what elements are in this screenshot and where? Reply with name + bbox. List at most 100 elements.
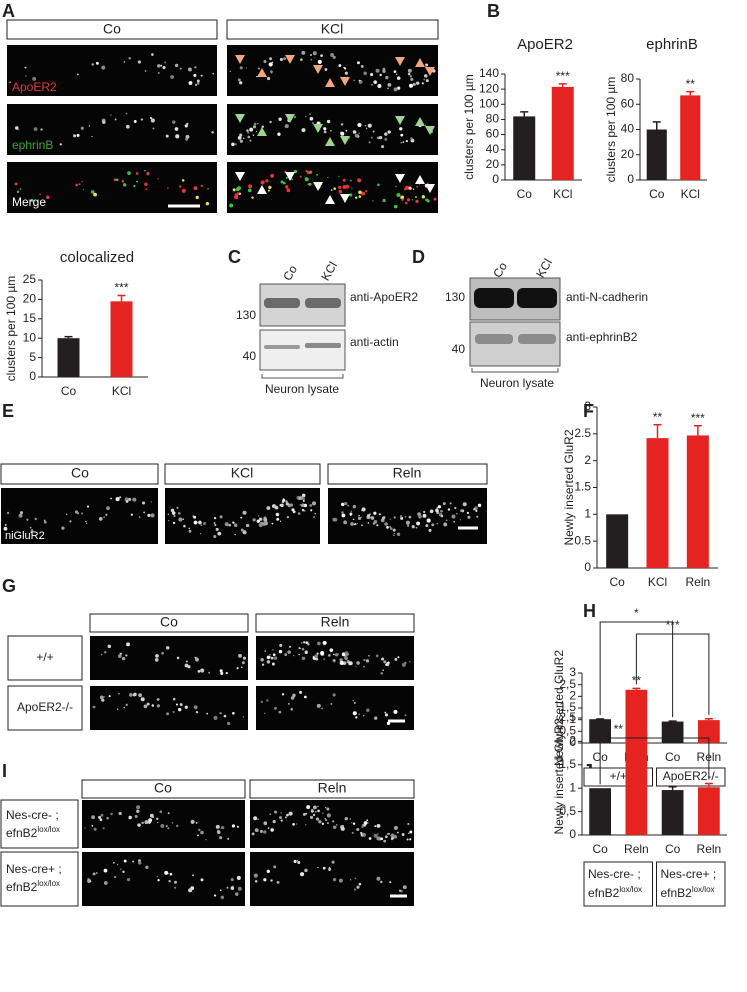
speckle xyxy=(247,188,252,193)
speckle xyxy=(166,646,170,650)
speckle xyxy=(382,198,386,203)
speckle xyxy=(320,651,325,656)
speckle xyxy=(33,127,38,131)
speckle xyxy=(146,172,150,176)
speckle xyxy=(363,71,367,76)
speckle xyxy=(305,824,307,826)
speckle xyxy=(172,120,176,124)
speckle xyxy=(356,61,360,65)
group-box xyxy=(583,861,653,907)
y-tick-label: 60 xyxy=(621,96,635,110)
bar xyxy=(661,790,684,835)
speckle xyxy=(249,127,254,132)
y-axis-label: clusters per 100 µm xyxy=(4,276,18,382)
bar xyxy=(57,338,80,377)
speckle xyxy=(192,515,195,518)
speckle xyxy=(132,693,136,697)
speckle xyxy=(72,134,77,138)
speckle xyxy=(354,523,357,526)
speckle xyxy=(263,821,268,826)
speckle xyxy=(258,517,263,521)
speckle xyxy=(147,513,151,517)
header-box xyxy=(255,613,415,633)
speckle xyxy=(100,813,104,817)
speckle xyxy=(232,188,236,192)
speckle xyxy=(299,647,301,650)
speckle xyxy=(117,654,122,659)
y-tick-label: 0 xyxy=(569,735,576,749)
speckle xyxy=(356,661,360,665)
speckle xyxy=(297,860,301,865)
speckle xyxy=(271,662,275,666)
speckle xyxy=(266,699,269,702)
speckle xyxy=(406,198,411,202)
y-tick-label: 0 xyxy=(569,827,576,841)
speckle xyxy=(137,60,142,64)
speckle xyxy=(338,185,342,190)
speckle xyxy=(442,502,446,506)
speckle xyxy=(416,81,420,85)
speckle xyxy=(257,818,259,820)
speckle xyxy=(306,805,311,810)
speckle xyxy=(241,661,245,665)
speckle xyxy=(409,661,411,663)
speckle xyxy=(18,129,20,131)
speckle xyxy=(400,142,402,144)
speckle xyxy=(273,656,278,660)
speckle xyxy=(290,708,294,711)
speckle xyxy=(119,496,122,499)
speckle xyxy=(357,516,362,520)
speckle xyxy=(215,824,220,829)
arrowhead xyxy=(340,136,350,145)
speckle xyxy=(236,667,239,670)
speckle xyxy=(365,190,368,193)
speckle xyxy=(6,511,10,515)
lane-label: Co xyxy=(490,260,510,281)
significance: *** xyxy=(556,69,570,83)
speckle xyxy=(396,532,401,536)
speckle xyxy=(130,513,133,516)
speckle xyxy=(326,119,331,124)
arrowhead xyxy=(257,127,267,136)
speckle xyxy=(132,860,135,863)
speckle xyxy=(15,126,19,130)
speckle xyxy=(167,812,170,815)
y-tick-label: 140 xyxy=(479,66,499,80)
speckle xyxy=(168,879,171,883)
speckle xyxy=(239,66,243,70)
speckle xyxy=(299,504,301,506)
speckle xyxy=(302,499,305,502)
micrograph xyxy=(82,852,245,906)
speckle xyxy=(242,510,247,515)
bar xyxy=(606,514,629,568)
speckle xyxy=(219,711,222,715)
speckle xyxy=(172,697,176,701)
speckle xyxy=(162,66,166,70)
arrowhead xyxy=(415,117,425,126)
speckle xyxy=(462,502,467,507)
speckle xyxy=(302,812,306,816)
speckle xyxy=(280,812,282,814)
speckle xyxy=(114,118,117,121)
speckle xyxy=(262,522,266,526)
column-header: Co xyxy=(154,780,172,796)
micrographs xyxy=(1,45,487,906)
bar xyxy=(698,787,720,835)
speckle xyxy=(9,81,11,84)
speckle xyxy=(236,192,240,195)
y-tick-label: 1.5 xyxy=(574,480,591,494)
speckle xyxy=(274,506,279,510)
speckle xyxy=(268,62,273,67)
speckle xyxy=(169,872,173,876)
speckle xyxy=(266,655,271,660)
speckle xyxy=(340,502,345,507)
speckle xyxy=(232,521,235,524)
bar xyxy=(646,438,669,568)
speckle xyxy=(389,526,391,528)
speckle xyxy=(323,130,327,134)
speckle xyxy=(269,120,272,124)
speckle xyxy=(137,823,141,827)
speckle xyxy=(167,513,170,516)
y-tick-label: 40 xyxy=(486,142,500,156)
speckle xyxy=(473,508,476,511)
